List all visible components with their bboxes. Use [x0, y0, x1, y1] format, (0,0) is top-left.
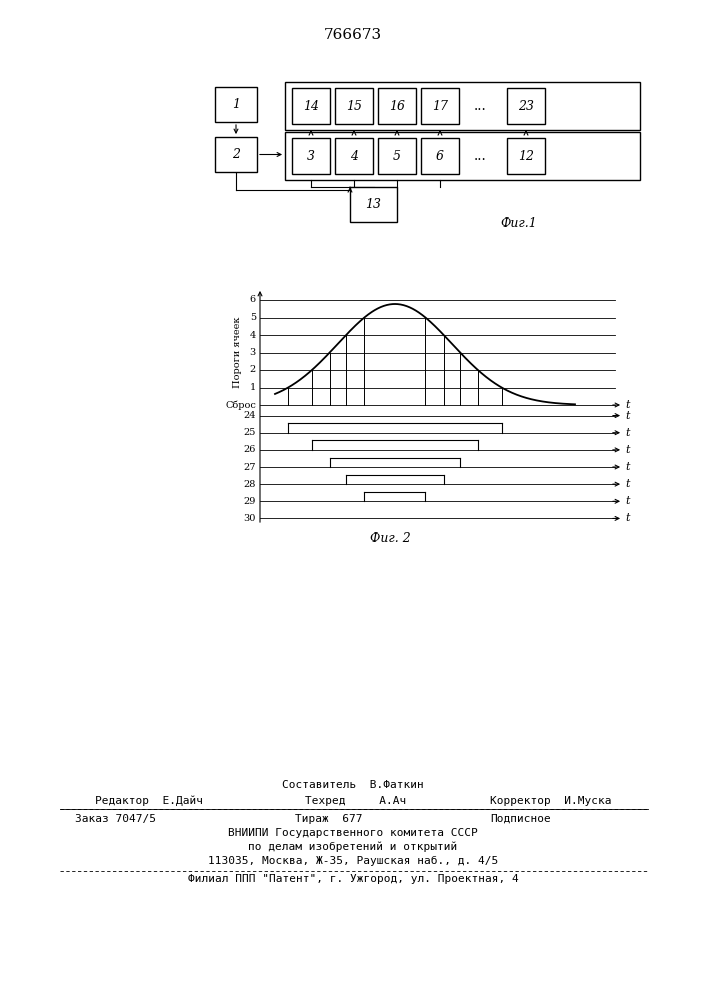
Text: Редактор  Е.Дайч: Редактор Е.Дайч: [95, 795, 203, 806]
Bar: [292, 88, 330, 124]
Bar: [215, 87, 257, 122]
Text: t: t: [625, 411, 629, 421]
Text: 5: 5: [250, 313, 256, 322]
Text: Сброс: Сброс: [225, 400, 256, 410]
Text: Пороги ячеек: Пороги ячеек: [233, 317, 243, 388]
Text: 26: 26: [244, 445, 256, 454]
Bar: [292, 138, 330, 174]
Text: 6: 6: [250, 296, 256, 304]
Text: 2: 2: [232, 148, 240, 161]
Text: 24: 24: [243, 411, 256, 420]
Bar: [285, 132, 640, 180]
Text: 1: 1: [250, 383, 256, 392]
Bar: [285, 82, 640, 130]
Text: Фиг.1: Фиг.1: [500, 217, 537, 230]
Bar: [335, 138, 373, 174]
Bar: [378, 138, 416, 174]
Text: t: t: [625, 513, 629, 523]
Text: t: t: [625, 445, 629, 455]
Text: 3: 3: [250, 348, 256, 357]
Text: t: t: [625, 400, 629, 410]
Text: Филиал ППП "Патент", г. Ужгород, ул. Проектная, 4: Филиал ППП "Патент", г. Ужгород, ул. Про…: [187, 874, 518, 884]
Text: 25: 25: [244, 428, 256, 437]
Text: 14: 14: [303, 100, 319, 112]
Bar: [335, 88, 373, 124]
Text: 15: 15: [346, 100, 362, 112]
Text: по делам изобретений и открытий: по делам изобретений и открытий: [248, 842, 457, 852]
Text: 17: 17: [432, 100, 448, 112]
Bar: [350, 187, 397, 222]
Text: ...: ...: [474, 149, 486, 163]
Text: 3: 3: [307, 149, 315, 162]
Text: 16: 16: [389, 100, 405, 112]
Text: Техред     А.Ач: Техред А.Ач: [305, 796, 407, 806]
Text: 12: 12: [518, 149, 534, 162]
Text: 766673: 766673: [324, 28, 382, 42]
Text: Корректор  И.Муска: Корректор И.Муска: [490, 796, 612, 806]
Bar: [507, 138, 545, 174]
Text: 29: 29: [244, 497, 256, 506]
Text: 4: 4: [250, 330, 256, 340]
Text: Фиг. 2: Фиг. 2: [370, 532, 410, 545]
Text: 30: 30: [244, 514, 256, 523]
Text: Составитель  В.Фаткин: Составитель В.Фаткин: [282, 780, 424, 790]
Text: 5: 5: [393, 149, 401, 162]
Bar: [378, 88, 416, 124]
Text: t: t: [625, 496, 629, 506]
Text: 2: 2: [250, 365, 256, 374]
Text: Заказ 7047/5: Заказ 7047/5: [75, 814, 156, 824]
Bar: [421, 138, 459, 174]
Bar: [215, 137, 257, 172]
Text: t: t: [625, 462, 629, 472]
Text: Подписное: Подписное: [490, 814, 551, 824]
Text: 27: 27: [243, 462, 256, 472]
Text: 1: 1: [232, 98, 240, 111]
Text: 28: 28: [244, 480, 256, 489]
Text: 113035, Москва, Ж-35, Раушская наб., д. 4/5: 113035, Москва, Ж-35, Раушская наб., д. …: [208, 856, 498, 866]
Text: ВНИИПИ Государственного комитета СССР: ВНИИПИ Государственного комитета СССР: [228, 828, 478, 838]
Text: Тираж  677: Тираж 677: [295, 814, 363, 824]
Bar: [507, 88, 545, 124]
Text: t: t: [625, 428, 629, 438]
Text: 23: 23: [518, 100, 534, 112]
Text: 13: 13: [366, 198, 382, 211]
Text: t: t: [625, 479, 629, 489]
Text: 6: 6: [436, 149, 444, 162]
Text: ...: ...: [474, 99, 486, 113]
Text: 4: 4: [350, 149, 358, 162]
Bar: [421, 88, 459, 124]
